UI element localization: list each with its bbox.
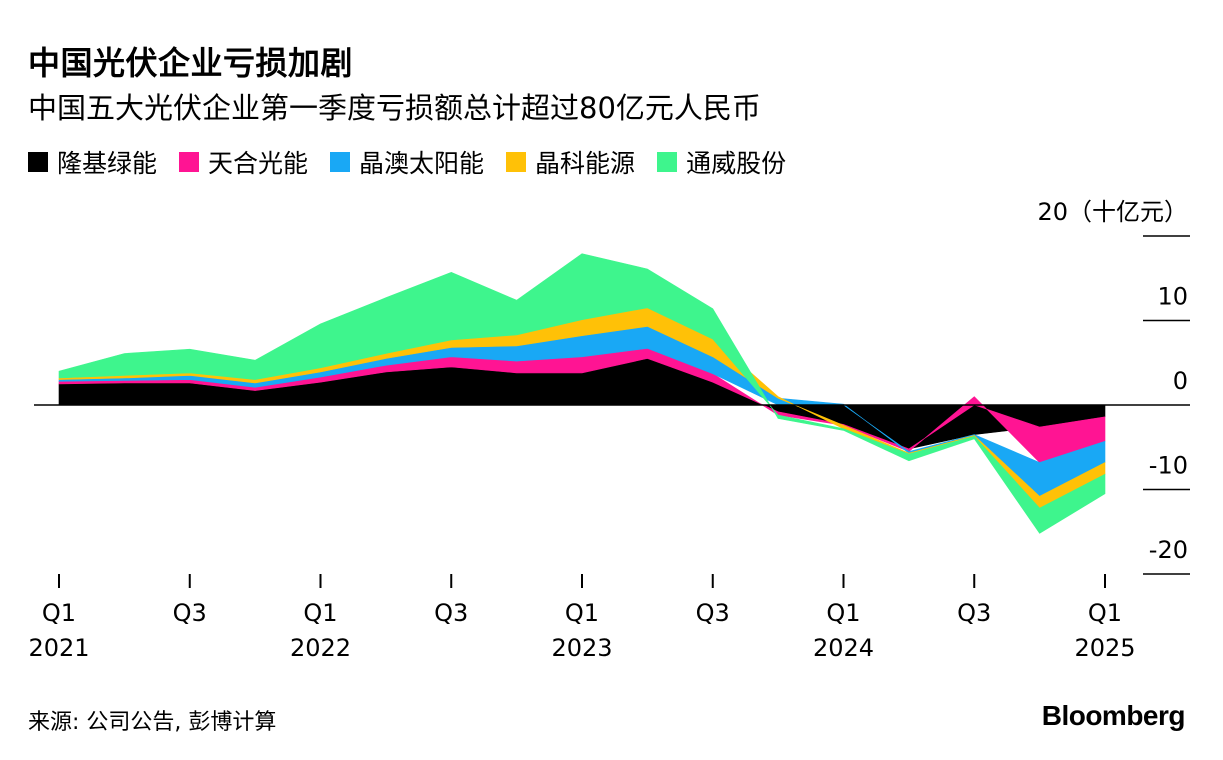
y-tick-label: 10 [1157, 283, 1188, 311]
y-tick-label: 20（十亿元） [1037, 198, 1188, 226]
x-tick-year-label: 2024 [813, 634, 874, 662]
chart-title: 中国光伏企业亏损加剧 [28, 44, 354, 82]
x-tick-year-label: 2021 [28, 634, 89, 662]
legend-swatch-longi [28, 152, 48, 172]
legend: 隆基绿能 天合光能 晶澳太阳能 晶科能源 通威股份 [28, 144, 808, 180]
legend-swatch-trina [179, 152, 200, 172]
x-tick-quarter-label: Q3 [696, 599, 730, 627]
legend-swatch-jinko [506, 152, 527, 172]
legend-label-ja-solar: 晶澳太阳能 [359, 149, 485, 178]
legend-item-trina: 天合光能 [179, 144, 308, 180]
x-tick-quarter-label: Q1 [826, 599, 860, 627]
y-tick-label: -20 [1149, 536, 1188, 564]
legend-label-tongwei: 通威股份 [686, 149, 787, 178]
area-series-tongwei [58, 253, 1106, 534]
legend-swatch-tongwei [657, 152, 678, 172]
legend-swatch-ja-solar [330, 152, 351, 172]
x-tick-quarter-label: Q3 [957, 599, 991, 627]
x-tick-year-label: 2023 [551, 634, 612, 662]
legend-label-longi: 隆基绿能 [57, 149, 158, 178]
x-tick-quarter-label: Q1 [303, 599, 337, 627]
legend-item-tongwei: 通威股份 [657, 144, 786, 180]
legend-item-ja-solar: 晶澳太阳能 [330, 144, 484, 180]
x-axis: Q1 2021 Q3 Q1 2022 Q3 Q1 2023 Q3 Q1 2024 Q3 Q1 2025 [28, 574, 1136, 662]
y-tick-label: -10 [1149, 452, 1188, 480]
legend-item-jinko: 晶科能源 [506, 144, 635, 180]
bloomberg-logo: Bloomberg [1041, 700, 1186, 731]
area-layer [34, 253, 1190, 534]
x-tick-quarter-label: Q1 [1088, 599, 1122, 627]
legend-label-trina: 天合光能 [208, 149, 309, 178]
source-note: 来源: 公司公告, 彭博计算 [28, 710, 277, 735]
x-tick-quarter-label: Q1 [42, 599, 76, 627]
x-tick-year-label: 2022 [290, 634, 351, 662]
chart-subtitle: 中国五大光伏企业第一季度亏损额总计超过80亿元人民币 [28, 91, 761, 125]
y-tick-label: 0 [1173, 367, 1188, 395]
x-tick-quarter-label: Q3 [173, 599, 207, 627]
x-tick-year-label: 2025 [1074, 634, 1135, 662]
x-tick-quarter-label: Q3 [434, 599, 468, 627]
legend-item-longi: 隆基绿能 [28, 144, 157, 180]
y-axis: 20（十亿元） 10 0 -10 -20 [1037, 198, 1190, 575]
x-tick-quarter-label: Q1 [565, 599, 599, 627]
legend-label-jinko: 晶科能源 [535, 149, 636, 178]
